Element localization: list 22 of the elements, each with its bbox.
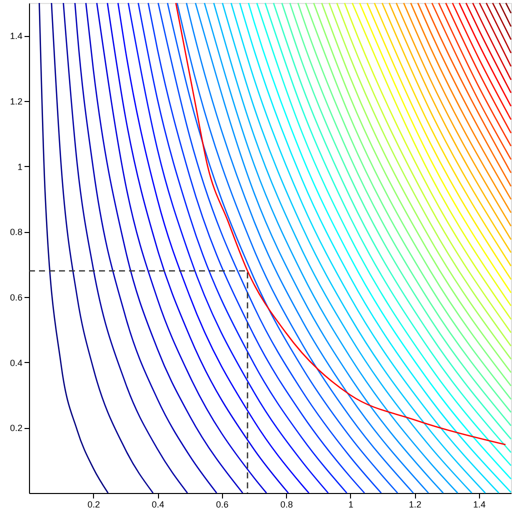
y-tick-label: 0.8	[10, 227, 22, 238]
line-series	[50, 2, 154, 494]
y-tick-label: 0.2	[10, 423, 22, 434]
line-series	[74, 2, 218, 494]
line-series	[96, 2, 268, 494]
y-tick-label: 1.2	[10, 96, 22, 106]
x-tick-label: 0.6	[216, 500, 229, 510]
x-tick-label: 1.2	[408, 500, 422, 510]
x-tick-label: 1.4	[473, 500, 486, 510]
y-tick-label: 0.4	[10, 358, 22, 368]
line-series	[85, 2, 244, 494]
x-tick-label: 0.8	[280, 500, 293, 510]
line-series	[38, 2, 109, 494]
line-series	[62, 2, 188, 494]
y-tick-label: 0.6	[10, 292, 22, 302]
x-tick-label: 0.4	[152, 500, 164, 510]
line-series	[175, 2, 506, 446]
y-tick-label: 1.4	[10, 31, 22, 42]
x-tick-label: 1	[348, 500, 354, 510]
line-series	[106, 2, 289, 494]
x-tick-label: 0.2	[88, 500, 100, 510]
y-tick-label: 1	[17, 162, 22, 172]
